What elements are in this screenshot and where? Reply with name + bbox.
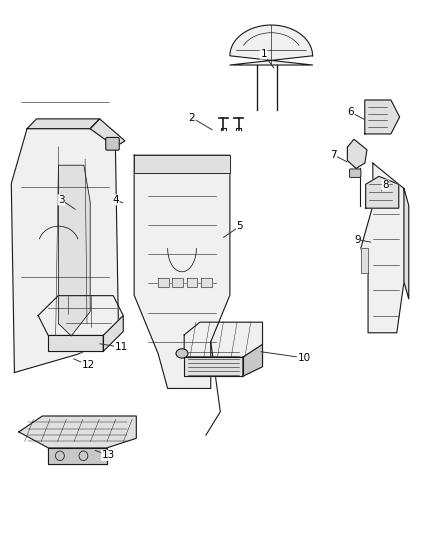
Text: 3: 3	[58, 195, 75, 209]
Polygon shape	[90, 119, 125, 147]
Polygon shape	[158, 278, 169, 287]
Polygon shape	[243, 344, 262, 376]
Text: 1: 1	[260, 49, 274, 68]
Polygon shape	[361, 163, 404, 333]
Polygon shape	[230, 25, 313, 65]
FancyBboxPatch shape	[350, 169, 361, 177]
Text: 4: 4	[113, 195, 123, 205]
Polygon shape	[19, 416, 136, 448]
Text: 13: 13	[95, 450, 115, 461]
Polygon shape	[361, 248, 368, 273]
Polygon shape	[347, 139, 367, 168]
Polygon shape	[187, 278, 198, 287]
Polygon shape	[184, 357, 243, 376]
Polygon shape	[134, 155, 230, 173]
Polygon shape	[103, 316, 123, 351]
Text: 11: 11	[100, 342, 128, 352]
Polygon shape	[173, 278, 183, 287]
FancyBboxPatch shape	[106, 138, 119, 150]
Polygon shape	[366, 176, 399, 208]
Text: 12: 12	[74, 359, 95, 370]
Text: 5: 5	[223, 221, 243, 237]
Polygon shape	[59, 165, 90, 336]
Polygon shape	[48, 335, 103, 351]
Polygon shape	[201, 278, 212, 287]
Polygon shape	[11, 128, 119, 373]
Text: 6: 6	[347, 107, 364, 119]
Ellipse shape	[56, 451, 64, 461]
Text: 9: 9	[354, 235, 371, 245]
Polygon shape	[184, 322, 262, 357]
Ellipse shape	[79, 451, 88, 461]
Text: 2: 2	[188, 112, 212, 130]
Polygon shape	[27, 119, 99, 128]
Polygon shape	[134, 155, 230, 389]
Polygon shape	[404, 189, 409, 299]
Ellipse shape	[176, 349, 188, 358]
Text: 7: 7	[330, 150, 347, 162]
Polygon shape	[365, 100, 399, 134]
Text: 8: 8	[381, 180, 389, 191]
Polygon shape	[38, 296, 123, 335]
Text: 10: 10	[261, 352, 311, 363]
Polygon shape	[48, 448, 107, 464]
